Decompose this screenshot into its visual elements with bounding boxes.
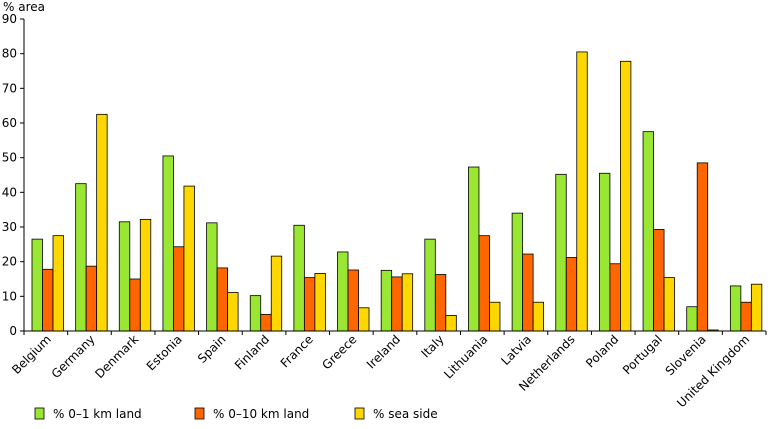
bar: [663, 277, 675, 332]
bar: [173, 246, 185, 332]
legend-swatch: [34, 407, 45, 420]
bar: [75, 183, 87, 332]
bar: [227, 292, 239, 332]
x-tick-label: Portugal: [620, 332, 665, 377]
axes: [23, 19, 767, 335]
bar: [249, 295, 262, 332]
bar: [31, 238, 43, 332]
bar: [686, 306, 698, 332]
bar: [85, 265, 98, 332]
bar: [599, 172, 611, 332]
bar: [96, 113, 108, 332]
y-tick-label: 50: [2, 151, 17, 165]
y-axis-label: % area: [3, 0, 45, 14]
bar: [314, 273, 326, 332]
y-tick-label: 10: [2, 289, 17, 303]
x-tick-label: Greece: [319, 332, 359, 372]
legend-swatch: [194, 407, 205, 420]
y-tick-label: 30: [2, 220, 17, 234]
bar: [511, 212, 524, 332]
bar: [740, 301, 752, 332]
legend-label: % sea side: [373, 407, 438, 421]
bar: [183, 185, 195, 332]
y-axis-ticks: 0 10 20 30 40 50 60 70 80 90: [2, 12, 24, 338]
bar: [206, 222, 218, 332]
bar: [42, 268, 54, 332]
bar: [434, 274, 447, 332]
bar: [522, 253, 534, 332]
legend-label: % 0–1 km land: [53, 407, 142, 421]
x-tick-label: Poland: [583, 332, 621, 370]
y-tick-label: 70: [2, 81, 17, 95]
legend-swatch: [354, 407, 365, 420]
x-tick-label: Finland: [232, 332, 272, 372]
bar: [642, 131, 654, 332]
bar: [303, 277, 316, 332]
bar: [162, 155, 174, 332]
y-tick-label: 0: [9, 324, 17, 338]
bar: [270, 255, 283, 332]
legend: % 0–1 km land % 0–10 km land % sea side: [34, 407, 438, 421]
bar: [391, 276, 403, 332]
bar: [489, 301, 501, 332]
bar: [216, 267, 228, 332]
bar: [696, 162, 709, 332]
bars: [31, 51, 763, 332]
x-tick-label: Denmark: [92, 332, 141, 381]
bar: [260, 313, 272, 332]
bar: [478, 235, 490, 332]
bar: [576, 51, 588, 332]
bar: [358, 307, 370, 332]
bar: [118, 221, 131, 332]
x-tick-label: Spain: [195, 332, 229, 366]
y-tick-label: 90: [2, 12, 17, 26]
x-tick-label: Slovenia: [663, 332, 709, 378]
bar: [532, 301, 545, 332]
bar: [52, 235, 64, 332]
y-tick-label: 80: [2, 47, 17, 61]
bar: [468, 166, 480, 332]
y-tick-label: 40: [2, 185, 17, 199]
bar: [401, 273, 414, 332]
bar: [750, 283, 763, 332]
bar: [445, 314, 457, 332]
bar: [129, 278, 141, 332]
bar: [293, 224, 305, 332]
y-tick-label: 20: [2, 255, 17, 269]
x-tick-label: France: [278, 332, 316, 370]
bar: [555, 173, 567, 332]
x-tick-label: Estonia: [144, 332, 185, 373]
x-tick-label: Ireland: [364, 332, 403, 371]
bar: [337, 251, 349, 332]
bar: [729, 285, 742, 332]
bar: [380, 269, 393, 332]
x-tick-label: Lithuania: [441, 332, 490, 381]
y-tick-label: 60: [2, 116, 17, 130]
bar: [424, 238, 436, 332]
bar: [347, 269, 359, 332]
bar: [139, 218, 152, 332]
bar: [565, 257, 578, 332]
x-tick-label: Germany: [49, 332, 98, 381]
legend-label: % 0–10 km land: [213, 407, 309, 421]
x-tick-label: Italy: [418, 332, 446, 360]
x-tick-label: Belgium: [9, 332, 54, 377]
bar: [609, 263, 621, 332]
bar: [620, 60, 632, 332]
bar: [653, 229, 665, 332]
x-tick-label: Latvia: [498, 332, 534, 368]
